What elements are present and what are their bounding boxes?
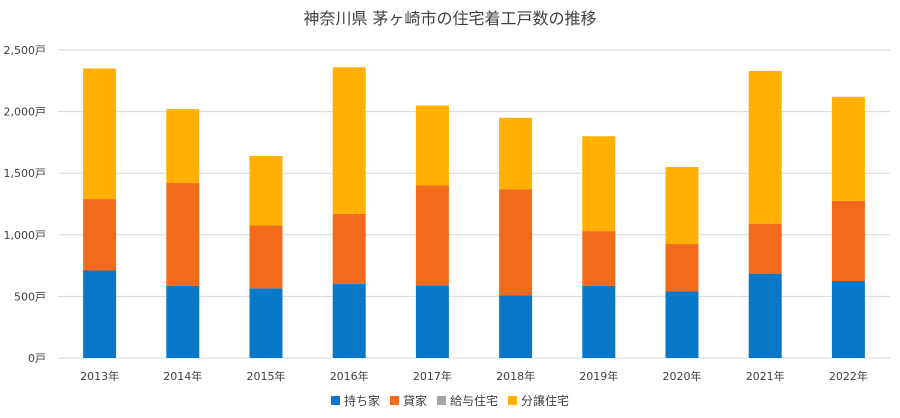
x-tick-label: 2022年 — [829, 369, 868, 383]
x-tick-label: 2016年 — [330, 369, 369, 383]
bar-segment — [415, 185, 449, 286]
bar-segment — [748, 223, 782, 274]
bar-segment — [166, 109, 200, 184]
legend-swatch — [330, 396, 340, 405]
bar-chart: 神奈川県 茅ヶ崎市の住宅着工戸数の推移 0戸 500戸 1,000戸 1,500戸 2,… — [4, 9, 890, 383]
bar-segment — [831, 200, 865, 281]
x-tick-label: 2013年 — [80, 369, 119, 383]
bar-segment — [499, 189, 533, 296]
bar-segment — [83, 68, 117, 200]
legend-label: 給与住宅 — [450, 394, 499, 408]
legend-item: 分譲住宅 — [508, 392, 569, 409]
bar-segment — [249, 225, 283, 289]
bar-segment — [499, 117, 533, 190]
bars — [83, 67, 865, 358]
bar-segment — [831, 281, 865, 358]
legend-item: 貸家 — [389, 392, 427, 409]
x-tick-label: 2015年 — [247, 369, 286, 383]
bar-segment — [665, 291, 699, 358]
bar-segment — [582, 136, 616, 232]
bar-segment — [748, 70, 782, 224]
x-tick-label: 2014年 — [163, 369, 202, 383]
legend-swatch — [508, 396, 518, 405]
bar-segment — [166, 183, 200, 286]
x-tick-label: 2021年 — [746, 369, 785, 383]
legend-item: 給与住宅 — [437, 392, 498, 409]
bar-segment — [332, 284, 366, 358]
bar-segment — [665, 244, 699, 292]
bar-segment — [499, 295, 533, 358]
bar-segment — [665, 167, 699, 245]
bar-segment — [415, 105, 449, 186]
y-tick-label: 500戸 — [14, 290, 46, 303]
legend-label: 分譲住宅 — [521, 394, 570, 408]
x-tick-label: 2018年 — [496, 369, 535, 383]
legend-label: 貸家 — [402, 394, 427, 408]
bar-segment — [83, 270, 117, 358]
bar-segment — [166, 285, 200, 358]
bar-segment — [332, 213, 366, 285]
bar-segment — [249, 288, 283, 358]
chart-title: 神奈川県 茅ヶ崎市の住宅着工戸数の推移 — [303, 9, 596, 28]
bar-segment — [415, 285, 449, 358]
bar-segment — [582, 231, 616, 286]
x-tick-label: 2017年 — [413, 369, 452, 383]
legend-swatch — [389, 396, 399, 405]
bar-segment — [83, 199, 117, 271]
y-tick-label: 1,500戸 — [4, 167, 47, 180]
bar-segment — [332, 67, 366, 214]
y-tick-label: 2,500戸 — [4, 44, 47, 57]
bar-segment — [582, 285, 616, 358]
y-axis-ticks: 0戸 500戸 1,000戸 1,500戸 2,000戸 2,500戸 — [4, 44, 47, 365]
bar-segment — [249, 155, 283, 226]
y-tick-label: 2,000戸 — [4, 106, 47, 119]
y-tick-label: 1,000戸 — [4, 229, 47, 242]
bar-segment — [748, 273, 782, 358]
x-tick-label: 2020年 — [663, 369, 702, 383]
x-tick-label: 2019年 — [579, 369, 618, 383]
legend: 持ち家 貸家 給与住宅 分譲住宅 — [0, 392, 900, 409]
x-axis-ticks: 2013年 2014年 2015年 2016年 2017年 2018年 2019年 2020年… — [80, 369, 868, 383]
bar-segment — [831, 96, 865, 201]
legend-item: 持ち家 — [330, 392, 380, 409]
legend-swatch — [437, 396, 446, 405]
y-tick-label: 0戸 — [28, 352, 46, 365]
legend-label: 持ち家 — [343, 394, 380, 408]
